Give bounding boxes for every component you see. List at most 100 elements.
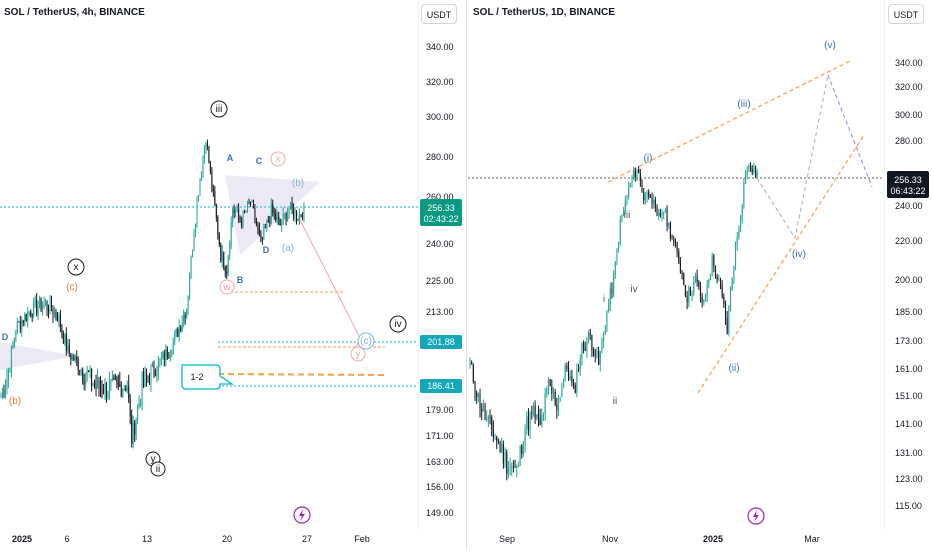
right-wave-iv: iv (630, 284, 637, 295)
right-candle (492, 429, 494, 437)
left-candle (166, 349, 168, 358)
left-candle (254, 207, 256, 222)
left-candle (61, 328, 63, 334)
left-candle (196, 199, 198, 224)
right-candle (698, 282, 700, 286)
right-candle (619, 219, 621, 242)
right-currency-button[interactable]: USDT (888, 4, 924, 24)
left-chart-title[interactable]: SOL / TetherUS, 4h, BINANCE (4, 7, 145, 18)
left-orange-level-3 (217, 373, 386, 376)
right-candle (494, 436, 496, 438)
left-candle (258, 228, 260, 234)
right-candle (756, 172, 758, 177)
left-y-tick-label: 225.00 (426, 276, 454, 286)
left-candle (199, 180, 201, 196)
left-candle (215, 204, 217, 218)
left-currency-button[interactable]: USDT (421, 4, 457, 24)
right-candle (678, 251, 680, 263)
left-candle (37, 307, 39, 314)
right-candle (739, 219, 742, 229)
left-wave-w-pink-circle (219, 279, 235, 295)
left-candle (24, 313, 26, 324)
left-candle (27, 312, 29, 321)
left-candle (178, 326, 180, 338)
left-candle (79, 370, 81, 372)
right-candle (626, 196, 628, 201)
left-candle (255, 221, 257, 226)
right-candle (741, 205, 743, 220)
right-candle (719, 278, 722, 286)
right-y-tick-label: 115.00 (895, 501, 922, 511)
right-candle (576, 369, 578, 393)
left-candle (238, 208, 240, 217)
left-candle (7, 370, 9, 377)
left-candle (46, 301, 48, 310)
left-candle (174, 333, 176, 343)
left-candle (235, 212, 237, 214)
left-chart: 340.00 320.00 300.00 280.00 260.00 240.00 225.… (0, 42, 462, 544)
left-candle (293, 208, 295, 218)
left-candle (74, 356, 76, 361)
left-y-tick-label: 260.00 (426, 192, 454, 202)
right-candle (547, 379, 550, 389)
left-candle (287, 213, 289, 221)
left-candle (156, 371, 158, 377)
right-price-tag-countdown: 06:43:22 (890, 186, 925, 196)
right-candle (683, 274, 685, 285)
right-candle (469, 361, 471, 363)
left-candle (190, 255, 192, 279)
right-x-tick-label: Nov (602, 534, 619, 544)
right-candle (569, 376, 571, 380)
left-candle (108, 383, 110, 395)
left-wave-w-pink: w (222, 282, 231, 293)
right-candle (649, 196, 651, 198)
right-candle (511, 466, 513, 468)
right-candle (654, 200, 656, 208)
left-candle (126, 386, 128, 391)
left-candle (6, 376, 8, 389)
left-y-tick-label: 149.00 (426, 508, 454, 518)
right-candle (491, 417, 493, 430)
right-candle (614, 261, 616, 276)
left-candle (134, 422, 136, 435)
left-candle (122, 389, 124, 397)
right-candle (546, 388, 548, 394)
left-wave-iii: iii (216, 104, 223, 115)
left-candle (264, 227, 266, 229)
right-y-tick-label: 220.00 (895, 236, 923, 246)
left-candle (200, 174, 202, 181)
left-candle (290, 202, 292, 210)
left-candle (276, 216, 278, 220)
left-candle (45, 301, 47, 304)
left-wave-c-blue-circle (357, 332, 375, 350)
left-candle (62, 333, 64, 344)
left-candle (58, 315, 60, 321)
left-candle (257, 225, 259, 229)
left-candle (48, 309, 50, 313)
right-wave-iv-paren: (iv) (792, 249, 806, 260)
left-candle (117, 382, 119, 385)
right-candle (562, 378, 565, 388)
left-candle (140, 403, 142, 405)
right-price-tag-value: 256.33 (894, 175, 922, 185)
left-candle (245, 211, 247, 213)
right-chart-title[interactable]: SOL / TetherUS, 1D, BINANCE (473, 7, 615, 18)
left-y-tick-label: 340.00 (426, 42, 454, 52)
left-candle (177, 329, 179, 338)
left-candle (261, 237, 263, 239)
right-y-tick-label: 161.00 (895, 364, 923, 374)
left-candle (230, 221, 232, 246)
right-candle (499, 441, 501, 452)
left-candle (300, 214, 302, 217)
left-candle (279, 218, 281, 226)
right-candle (718, 278, 720, 280)
left-candle (123, 388, 125, 390)
left-callout-1-2 (181, 364, 235, 390)
right-candle (656, 207, 658, 216)
left-candle (203, 148, 205, 159)
right-candle (541, 414, 543, 425)
left-candle (25, 313, 27, 321)
left-wave-b-blue: (b) (292, 178, 304, 189)
left-candle (301, 216, 303, 220)
left-candle (40, 298, 42, 311)
